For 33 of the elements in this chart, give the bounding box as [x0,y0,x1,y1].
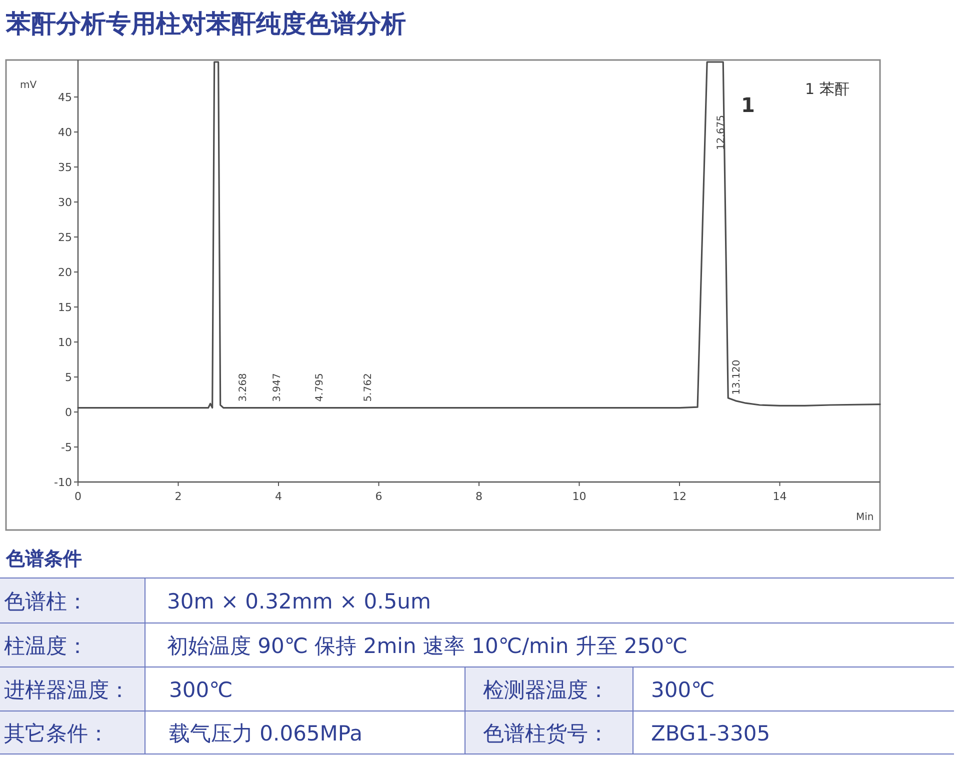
table: 色谱柱： 30m × 0.32mm × 0.5um 柱温度： 初始温度 90℃ 保持 2min 速率 10℃/min 升至 250℃ 进样器温度： 300℃ 检测器温度： 300℃ 其它条件： 载气压力 0.065MPa 色谱柱货号： ZBG1-3305 [0,578,954,754]
x-tick-label: 14 [772,490,787,503]
text: 色谱条件 [5,548,82,570]
y-tick-label: 25 [58,231,72,244]
y-tick-label: 15 [58,301,72,314]
annotation: 3.268 [238,373,249,402]
annotation: 13.120 [732,360,743,395]
annotation: 1 苯酐 [805,80,850,98]
y-tick-label: 40 [58,126,72,139]
y-tick-label: 0 [65,406,72,419]
y-tick-label: 20 [58,266,72,279]
x-tick-label: 6 [375,490,382,503]
y-tick-label: -5 [61,441,72,454]
y-tick-label: -10 [54,476,72,489]
y-tick-label: 30 [58,196,72,209]
x-tick-label: 4 [275,490,282,503]
y-tick-label: 10 [58,336,72,349]
annotation: 4.795 [314,373,326,402]
y-tick-label: 5 [65,371,72,384]
annotation: 3.947 [272,373,283,402]
annotation: 1 [741,93,755,117]
y-tick-label: 45 [58,91,72,104]
y-axis-title: mV [20,80,37,91]
annotation: 12.675 [716,115,727,150]
x-tick-label: 0 [74,490,82,503]
y-tick-label: 35 [58,161,72,174]
x-tick-label: 12 [672,490,686,503]
chart-title: 苯酐分析专用柱对苯酐纯度色谱分析 [5,9,406,38]
annotation: 5.762 [362,373,374,402]
x-tick-label: 10 [572,490,586,503]
x-axis-title: Min [856,512,874,523]
x-tick-label: 8 [476,490,482,503]
x-tick-label: 2 [174,490,182,503]
